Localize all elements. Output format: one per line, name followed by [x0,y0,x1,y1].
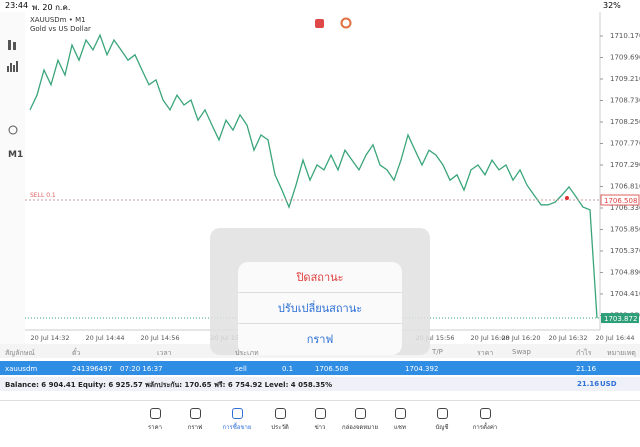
y-tick-label: 1705.850 [610,225,640,233]
cell: xauusdm [5,365,38,373]
sell-price: 1706.508 [604,197,637,205]
time: 23:44 [5,1,29,10]
cell: 0.1 [282,365,294,373]
tab[interactable]: กราฟ [172,408,218,432]
tab-label: ราคา [148,424,162,431]
timeframe: M1 [8,150,23,160]
tab[interactable]: การซื้อขาย [214,408,260,432]
cell: sell [235,365,247,373]
tab-icon [479,408,491,419]
tab[interactable]: บัญชี [419,408,465,432]
cell: 21.16 [576,365,597,373]
y-tick-label: 1709.690 [610,54,640,62]
y-tick-label: 1707.770 [610,139,640,147]
tab[interactable]: ประวัติ [257,408,303,432]
currency-icon [340,17,352,29]
tab-label: ประวัติ [271,424,289,431]
tab[interactable]: กล่องจดหมาย [337,408,383,432]
tab-label: กราฟ [187,424,203,431]
y-tick-label: 1705.370 [610,247,640,255]
current-price-box [601,313,639,324]
cell: 241396497 [72,365,113,373]
x-tick-label: 20 Jul 14:32 [31,334,70,342]
description: Gold vs US Dollar [30,25,91,33]
menu-item[interactable]: ปิดสถานะ [238,262,402,293]
tab-icon [436,408,448,419]
y-tick-label: 1710.170 [610,32,640,40]
toolbar-icons [7,40,18,135]
sell-marker [565,196,569,201]
chart: M1 XAUUSDm • M1 Gold vs US Dollar SELL 0… [0,12,640,345]
y-tick-label: 1709.210 [610,75,640,83]
currency: USD [600,380,617,388]
position-row[interactable] [0,361,640,375]
column-header: ประเภท [235,349,259,357]
tab-label: การซื้อขาย [222,424,252,431]
popup-menu: ปิดสถานะ ปรับเปลี่ยนสถานะ กราฟ [238,262,402,355]
price-line [29,33,598,319]
tab[interactable]: แชท [377,408,423,432]
sell-label: SELL 0.1 [30,192,56,199]
x-tick-label: 20 Jul 16:08 [471,334,510,342]
column-header: เวลา [157,349,172,357]
column-header: Swap [512,348,531,356]
tab-icon [231,408,243,419]
tab-icon [189,408,201,419]
menu-item[interactable]: กราฟ [306,333,334,346]
y-tick-label: 1704.890 [610,268,640,276]
divider [0,400,640,401]
column-header: T/P [432,348,443,356]
x-tick-label: 20 Jul 16:20 [502,334,541,342]
cell: 1706.508 [315,365,349,373]
cell: 07:20 16:37 [120,365,163,373]
y-tick-label: 1706.810 [610,182,640,190]
tab-icon [394,408,406,419]
tab-label: แชท [394,424,406,431]
tab[interactable]: ราคา [132,408,178,432]
x-tick-label: 20 Jul 15:56 [416,334,455,342]
column-header: หมายเหตุ [607,349,636,357]
tab-icon [314,408,326,419]
profit: 21.16 [577,380,600,388]
flag-icon [315,19,324,28]
x-tick-label: 20 Jul 14:44 [86,334,125,342]
column-header: สัญลักษณ์ [5,349,35,357]
toolbar [0,12,25,345]
tab[interactable]: ข่าว [297,408,343,432]
column-header: กำไร [576,349,592,357]
current-price: 1703.872 [604,315,637,323]
tab-label: กล่องจดหมาย [341,424,379,431]
tab-icon [354,408,366,419]
balance-text: Balance: 6 904.41 Equity: 6 925.57 พลักป… [5,381,333,389]
x-tick-label: 20 Jul 16:44 [596,334,635,342]
y-tick-label: 1708.730 [610,96,640,104]
cell: 1704.392 [405,365,439,373]
tab-label: ข่าว [314,424,326,431]
y-tick-label: 1707.290 [610,161,640,169]
y-tick-label: 1708.250 [610,118,640,126]
column-header: ราคา [477,349,494,357]
battery: 32% [603,1,621,10]
tab-icon [274,408,286,419]
y-tick-label: 1704.410 [610,290,640,298]
x-tick-label: 20 Jul 16:32 [549,334,588,342]
x-tick-label: 20 Jul 14:56 [141,334,180,342]
balance-bar [0,377,640,391]
tab-label: บัญชี [435,424,449,431]
date: พ. 20 ก.ค. [32,3,71,12]
tab[interactable]: การตั้งค่า [462,408,508,432]
tab-icon [149,408,161,419]
tab-label: การตั้งค่า [472,424,498,431]
y-tick-label: 1706.330 [610,204,640,212]
menu-item[interactable]: ปรับเปลี่ยนสถานะ [238,293,402,324]
column-header: ตั๋ว [72,349,81,357]
sell-price-box [600,194,640,206]
symbol: XAUUSDm • M1 [30,16,86,24]
